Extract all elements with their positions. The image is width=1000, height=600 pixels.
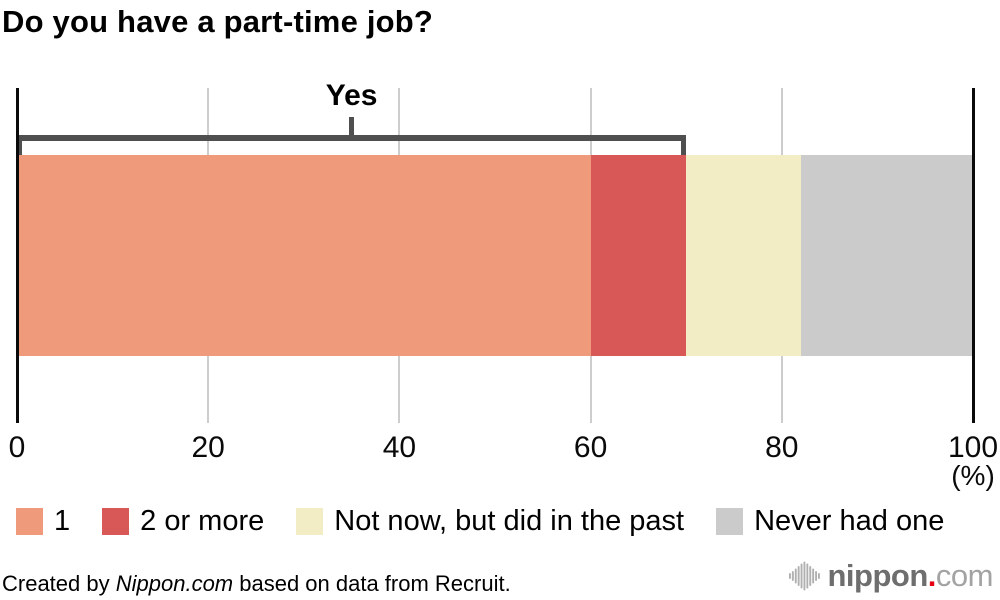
yes-annotation-bracket <box>17 135 687 155</box>
legend-swatch-not-now-but-did-in-the-past <box>296 507 324 535</box>
legend-label-1: 1 <box>54 505 71 537</box>
bar-segment-2-or-more <box>590 155 687 356</box>
nippon-logo: nippon.com <box>788 556 994 596</box>
legend: 1 2 or more Not now, but did in the past Ne… <box>16 505 944 537</box>
axis-unit-label: (%) <box>951 460 995 491</box>
yes-annotation-label: Yes <box>325 79 378 112</box>
legend-label-not-now-but-did-in-the-past: Not now, but did in the past <box>334 505 685 537</box>
legend-item-not-now-but-did-in-the-past: Not now, but did in the past <box>296 505 684 537</box>
legend-label-2-or-more: 2 or more <box>140 505 265 537</box>
logo-text-com: com <box>935 558 994 593</box>
soundwave-icon <box>788 561 820 590</box>
logo-wordmark: nippon.com <box>828 556 994 596</box>
x-tick-label-0: 0 <box>8 431 26 464</box>
legend-item-never-had-one: Never had one <box>716 505 944 537</box>
x-tick-label-60: 60 <box>573 431 608 464</box>
chart-title: Do you have a part-time job? <box>2 4 434 39</box>
legend-item-1: 1 <box>16 505 70 537</box>
credit-prefix: Created by <box>2 571 116 596</box>
stacked-bar <box>17 155 973 356</box>
legend-swatch-2-or-more <box>102 507 130 535</box>
x-tick-label-100: 100 <box>947 431 999 464</box>
gridline-100 <box>971 88 975 423</box>
credit-suffix: based on data from Recruit. <box>233 571 511 596</box>
yes-annotation-tick <box>349 117 355 135</box>
legend-item-2-or-more: 2 or more <box>102 505 264 537</box>
logo-text-nippon: nippon <box>827 558 929 593</box>
x-tick-label-80: 80 <box>765 431 799 464</box>
credit-source: Nippon.com <box>115 571 234 596</box>
credit-line: Created by Nippon.com based on data from… <box>2 570 511 598</box>
bar-segment-1 <box>17 155 591 356</box>
logo-dot: . <box>927 558 937 593</box>
legend-swatch-1 <box>16 507 43 535</box>
legend-swatch-never-had-one <box>716 507 744 535</box>
plot-area: Yes <box>15 80 975 423</box>
bar-segment-not-now-but-did-in-the-past <box>686 155 801 356</box>
bar-segment-never-had-one <box>800 155 973 356</box>
gridline-0 <box>15 88 19 423</box>
x-tick-label-40: 40 <box>382 431 417 464</box>
legend-label-never-had-one: Never had one <box>754 505 945 537</box>
x-tick-label-20: 20 <box>191 431 225 464</box>
x-axis: 0 20 40 60 80 100 <box>9 431 998 467</box>
